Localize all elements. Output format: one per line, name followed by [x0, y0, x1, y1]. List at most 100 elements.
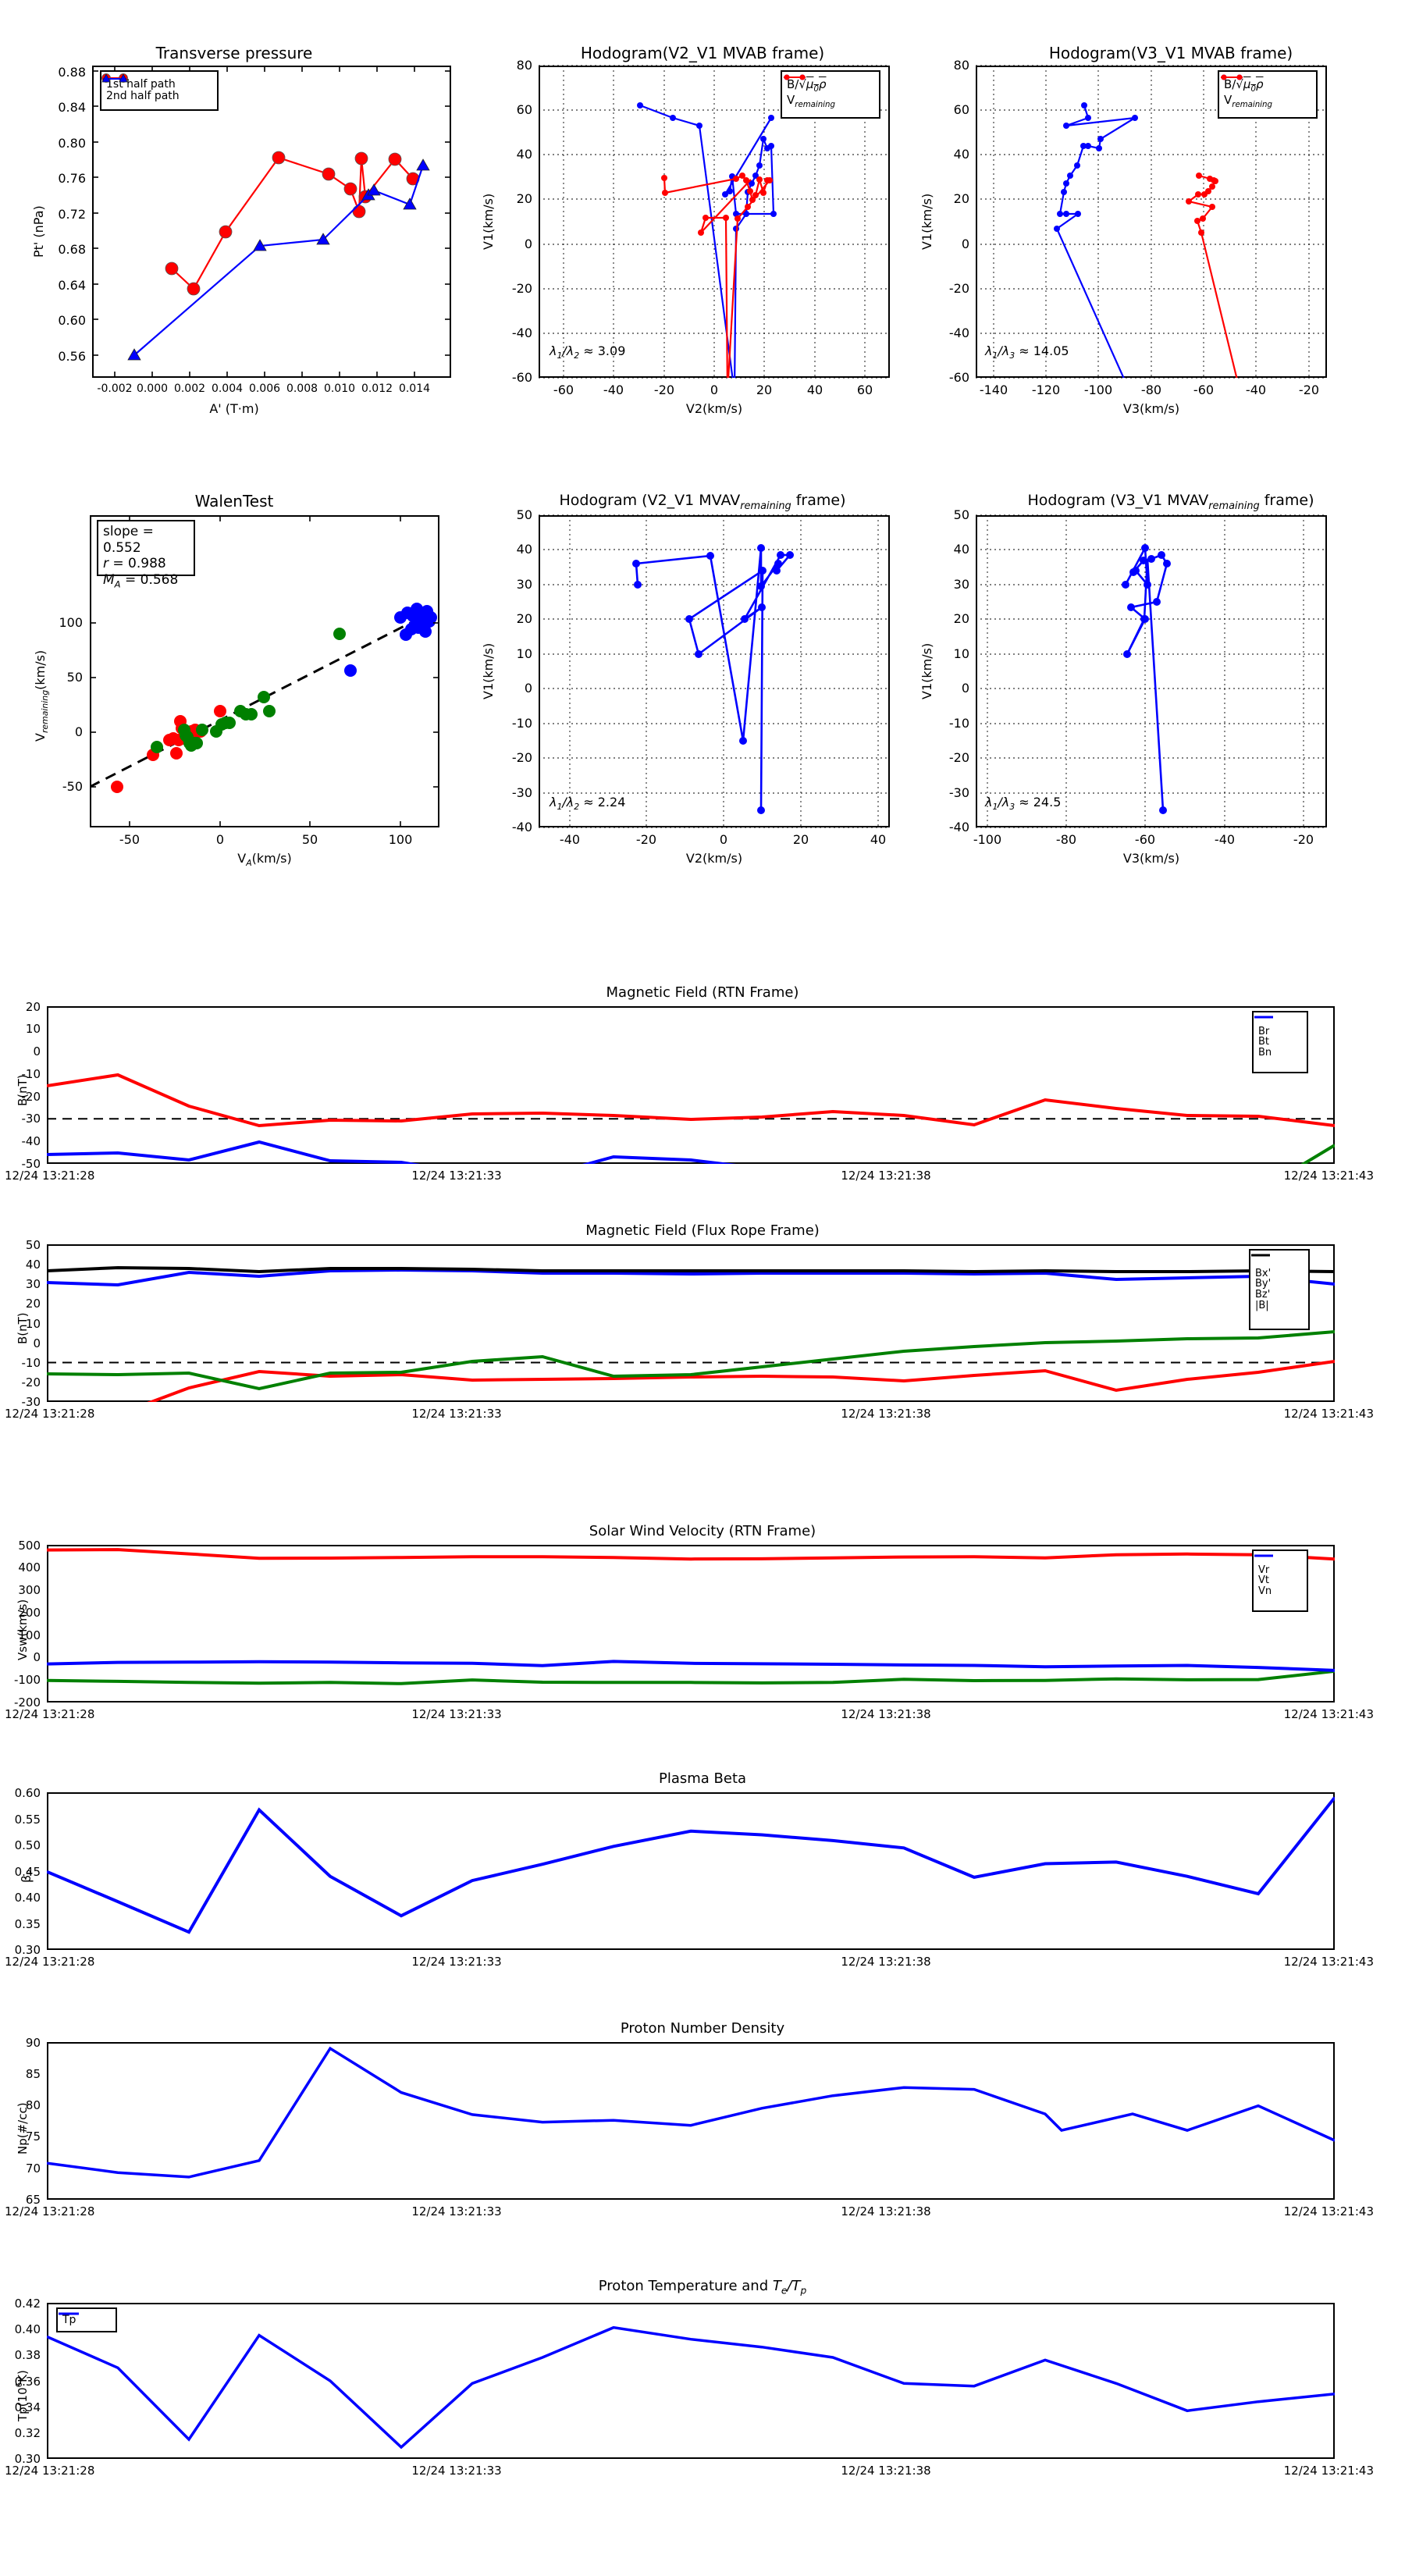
ytick-label: 0.36 — [14, 2375, 41, 2389]
ytick-label: 60 — [953, 102, 969, 117]
ytick-label: 20 — [516, 611, 532, 626]
ytick-label: 300 — [18, 1583, 41, 1597]
yaxis-label: V1(km/s) — [919, 193, 934, 250]
ytick-label: -30 — [948, 785, 969, 800]
legend[interactable]: B/√μ0ρ Vremaining — [1218, 70, 1318, 119]
legend-item-vn[interactable]: Vn — [1254, 1554, 1302, 1597]
ytick-label: 0.30 — [14, 2452, 41, 2466]
panel-title: Hodogram(V3_V1 MVAB frame) — [1048, 44, 1293, 62]
xtick-label: 12/24 13:21:33 — [411, 2204, 502, 2218]
panel-title: WalenTest — [194, 492, 274, 511]
xtick-label: -80 — [1055, 832, 1077, 847]
legend-item-bn[interactable]: Bn — [1254, 1016, 1302, 1059]
legend-item-vr[interactable]: Vr — [1254, 1554, 1302, 1576]
series-velocity-hodogram — [635, 547, 792, 811]
ytick-label: 20 — [953, 611, 969, 626]
yaxis-label: Pt' (nPa) — [31, 205, 46, 258]
ytick-label: 85 — [25, 2067, 41, 2081]
legend-item-vt[interactable]: Vt — [1254, 1554, 1302, 1586]
ytick-label: 0.64 — [58, 278, 86, 293]
xtick-label: -20 — [1298, 382, 1320, 397]
xtick-label: 20 — [792, 832, 809, 847]
xtick-label: 12/24 13:21:43 — [1283, 1407, 1374, 1421]
xtick-label: -40 — [1214, 832, 1236, 847]
xtick-label: -40 — [559, 832, 581, 847]
ytick-label: 40 — [25, 1258, 41, 1272]
xtick-label: 12/24 13:21:33 — [411, 1707, 502, 1721]
ytick-label: 65 — [25, 2193, 41, 2207]
xtick-label: 12/24 13:21:28 — [5, 1707, 95, 1721]
series-bz-prime — [47, 1268, 1335, 1287]
legend-item-2nd-half-path[interactable]: 2nd half path — [101, 73, 212, 102]
legend-item-v-remaining[interactable]: Vremaining — [784, 74, 874, 110]
ytick-label: 0.80 — [58, 136, 86, 151]
legend[interactable]: Bx' By' Bz' |B| — [1249, 1249, 1310, 1330]
ytick-label: -40 — [511, 326, 532, 340]
series-bx-prime — [147, 1360, 1335, 1402]
legend[interactable]: B/√μ0ρ Vremaining — [781, 70, 880, 119]
ytick-label: 50 — [516, 507, 532, 522]
legend[interactable]: Tp — [56, 2307, 117, 2332]
ytick-label: 0.40 — [14, 2322, 41, 2336]
ytick-label: 40 — [953, 147, 969, 162]
yaxis-label: V1(km/s) — [919, 642, 934, 699]
ytick-label: 30 — [953, 577, 969, 592]
plot-frame — [976, 515, 1327, 827]
ytick-label: 80 — [953, 58, 969, 73]
legend-item-br[interactable]: Br — [1254, 1016, 1302, 1037]
markers-alfven-velocity — [1054, 102, 1138, 232]
legend-item-bt[interactable]: Bt — [1254, 1016, 1302, 1048]
xtick-label: -140 — [979, 382, 1008, 397]
gridlines — [539, 65, 890, 379]
xtick-label: -80 — [1140, 382, 1162, 397]
xtick-label: 12/24 13:21:28 — [5, 2204, 95, 2218]
xtick-label: -100 — [1083, 382, 1113, 397]
panel-transverse-pressure: Transverse pressure — [0, 0, 468, 453]
markers-1st-half-path — [165, 151, 420, 296]
ytick-label: 80 — [516, 58, 532, 73]
xtick-label: 12/24 13:21:43 — [1283, 1707, 1374, 1721]
panel-title: Hodogram (V3_V1 MVAVremaining frame) — [1027, 492, 1314, 512]
xtick-label: 12/24 13:21:33 — [411, 2464, 502, 2478]
legend-item-by-prime[interactable]: By' — [1251, 1254, 1304, 1290]
ytick-label: 75 — [25, 2129, 41, 2144]
series-group — [47, 2325, 1335, 2450]
legend-swatch-babs — [1251, 1254, 1270, 1257]
ytick-label: -60 — [511, 370, 532, 385]
legend[interactable]: Vr Vt Vn — [1252, 1550, 1308, 1612]
panel-title: Magnetic Field (Flux Rope Frame) — [585, 1222, 820, 1239]
legend-item-v-remaining[interactable]: Vremaining — [1221, 74, 1311, 110]
panel-title: Plasma Beta — [658, 1770, 747, 1787]
panel-hodogram-v3v1-mvab: Hodogram(V3_V1 MVAB frame) — [919, 0, 1405, 453]
xaxis-label: V3(km/s) — [1122, 401, 1180, 416]
ytick-label: 400 — [18, 1560, 41, 1574]
series-group — [47, 1073, 1335, 1164]
ytick-label: -30 — [511, 785, 532, 800]
ytick-label: 100 — [18, 1628, 41, 1642]
legend-swatch-bn — [1254, 1016, 1273, 1019]
gridlines — [976, 514, 1327, 828]
panel-hodogram-v2v1-mvab: Hodogram(V2_V1 MVAB frame) — [468, 0, 937, 453]
legend[interactable]: Br Bt Bn — [1252, 1011, 1308, 1073]
xtick-label: -120 — [1031, 382, 1061, 397]
legend-item-bx-prime[interactable]: Bx' — [1251, 1254, 1304, 1279]
panel-hodogram-v2v1-mvav: Hodogram (V2_V1 MVAVremaining frame) — [468, 453, 937, 913]
plot-frame — [47, 1545, 1335, 1703]
legend-item-b-magnitude[interactable]: |B| — [1251, 1254, 1304, 1311]
legend-item-bz-prime[interactable]: Bz' — [1251, 1254, 1304, 1300]
xtick-label: 12/24 13:21:33 — [411, 1407, 502, 1421]
walen-slope: slope = 0.552 — [103, 524, 154, 556]
xaxis-label: VA(km/s) — [237, 851, 292, 869]
legend-item-tp[interactable]: Tp — [59, 2312, 111, 2326]
series-np — [47, 2046, 1335, 2179]
plot-frame — [47, 1792, 1335, 1950]
series-v-remaining — [663, 174, 772, 378]
series-velocity-hodogram — [1124, 544, 1168, 811]
xtick-label: 12/24 13:21:38 — [841, 1955, 931, 1969]
eigenvalue-ratio-annotation: λ1/λ2 ≈ 3.09 — [550, 343, 626, 361]
ytick-label: 70 — [25, 2161, 41, 2176]
legend-label: Bn — [1258, 1046, 1272, 1059]
panel-proton-number-density: Proton Number Density 65 70 75 80 85 90 … — [0, 2016, 1405, 2242]
yaxis-label: Tp(106K) — [16, 2370, 30, 2421]
legend[interactable]: 1st half path 2nd half path — [100, 70, 219, 111]
